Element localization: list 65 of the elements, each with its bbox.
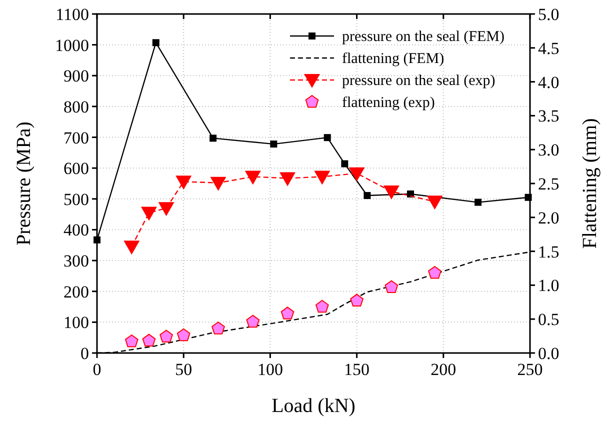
- y2-tick-label: 1.5: [538, 242, 560, 262]
- y-tick-label: 1000: [55, 36, 89, 55]
- y2-tick-label: 2.0: [538, 208, 560, 228]
- legend-label: pressure on the seal (FEM): [342, 29, 504, 45]
- legend-label: flattening (FEM): [342, 51, 444, 67]
- y-tick-label: 300: [64, 252, 89, 271]
- y2-tick-label: 0.5: [538, 310, 560, 330]
- x-tick-label: 0: [92, 360, 102, 379]
- y-tick-label: 700: [64, 128, 89, 148]
- point: [324, 134, 331, 142]
- point: [280, 306, 294, 320]
- y-tick-label: 800: [64, 97, 89, 116]
- point: [176, 328, 190, 342]
- y-tick-label: 600: [64, 159, 89, 178]
- point: [350, 294, 364, 307]
- point: [246, 314, 260, 328]
- point: [364, 192, 371, 200]
- point: [160, 330, 173, 342]
- x-tick-label: 250: [517, 360, 543, 379]
- y2-tick-label: 4.0: [538, 72, 560, 92]
- x-tick-label: 150: [344, 360, 370, 379]
- y2-tick-label: 3.0: [538, 140, 560, 160]
- x-tick-label: 50: [175, 360, 192, 379]
- y-tick-label: 100: [64, 313, 89, 332]
- y2-tick-label: 3.5: [538, 106, 560, 126]
- point: [158, 202, 174, 216]
- point: [314, 170, 330, 185]
- point: [348, 167, 365, 182]
- y2-axis-title: Flattening (mm): [579, 118, 601, 249]
- point: [124, 334, 138, 348]
- y-axis-title: Pressure (MPa): [13, 122, 35, 246]
- x-tick-label: 200: [430, 360, 456, 379]
- point: [176, 176, 192, 190]
- legend-label: pressure on the seal (exp): [342, 73, 496, 89]
- y2-tick-label: 2.5: [538, 174, 560, 194]
- point: [383, 186, 400, 200]
- point: [140, 206, 157, 221]
- y-tick-label: 400: [64, 220, 89, 240]
- point: [210, 134, 217, 142]
- point: [280, 172, 296, 186]
- x-axis-title: Load (kN): [272, 395, 356, 417]
- point: [426, 196, 443, 210]
- point: [142, 334, 156, 347]
- y-tick-label: 0: [80, 344, 89, 363]
- y-tick-label: 200: [64, 282, 89, 302]
- legend-label: flattening (exp): [342, 95, 435, 111]
- point: [474, 198, 482, 206]
- y-tick-label: 500: [64, 190, 89, 209]
- point: [270, 140, 278, 148]
- y2-tick-label: 1.0: [538, 276, 560, 296]
- y-tick-label: 1100: [56, 5, 89, 24]
- point: [428, 266, 442, 279]
- point: [124, 240, 140, 255]
- y-tick-label: 900: [64, 66, 89, 86]
- point: [244, 170, 261, 185]
- point: [341, 160, 348, 168]
- point: [384, 280, 398, 293]
- y2-tick-label: 0.0: [538, 344, 560, 363]
- point: [315, 300, 329, 313]
- y2-tick-label: 5.0: [538, 5, 560, 24]
- point: [210, 176, 226, 191]
- x-tick-label: 100: [257, 360, 283, 379]
- y2-tick-label: 4.5: [538, 38, 560, 58]
- point: [212, 322, 225, 334]
- point: [152, 39, 160, 46]
